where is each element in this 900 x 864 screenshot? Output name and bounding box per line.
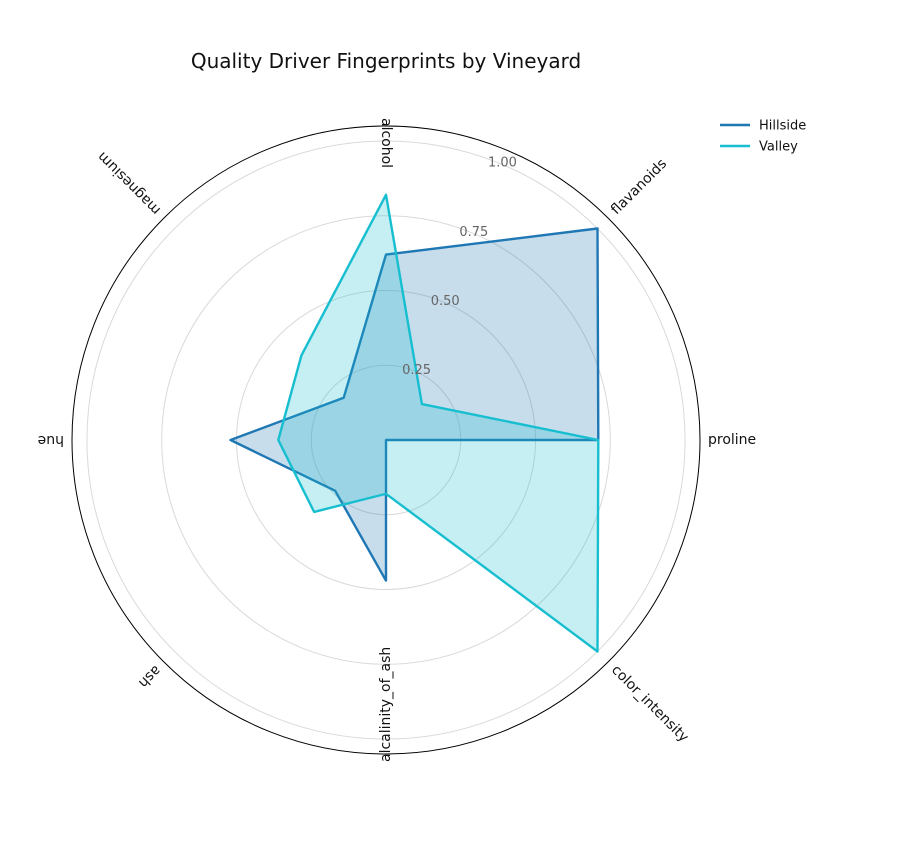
outer-ring [71, 125, 701, 755]
radial-tick-label: 0.25 [402, 363, 431, 378]
axis-label-magnesium: magnesium [94, 148, 164, 218]
axis-label-hue: hue [38, 432, 64, 448]
axis-label-alcohol: alcohol [378, 118, 394, 168]
series-line-valley [277, 193, 600, 653]
axis-label-ash: ash [135, 662, 164, 691]
chart-title: Quality Driver Fingerprints by Vineyard [191, 49, 581, 73]
radial-tick-label: 0.50 [431, 294, 460, 309]
series-fill-valley [278, 194, 599, 652]
grid-ring [86, 140, 686, 740]
legend-label-hillside: Hillside [759, 119, 806, 134]
radial-tick-label: 0.75 [459, 225, 488, 240]
series-line-hillside [229, 227, 600, 582]
grid-ring [161, 215, 611, 665]
legend-label-valley: Valley [759, 140, 798, 155]
series-fill-hillside [230, 228, 599, 581]
axis-label-proline: proline [708, 432, 756, 448]
axis-label-color-intensity: color_intensity [608, 662, 692, 746]
axis-label-alcalinity-of-ash: alcalinity_of_ash [378, 647, 394, 762]
radial-tick-label: 1.00 [488, 156, 517, 171]
axis-label-flavanoids: flavanoids [608, 156, 670, 218]
